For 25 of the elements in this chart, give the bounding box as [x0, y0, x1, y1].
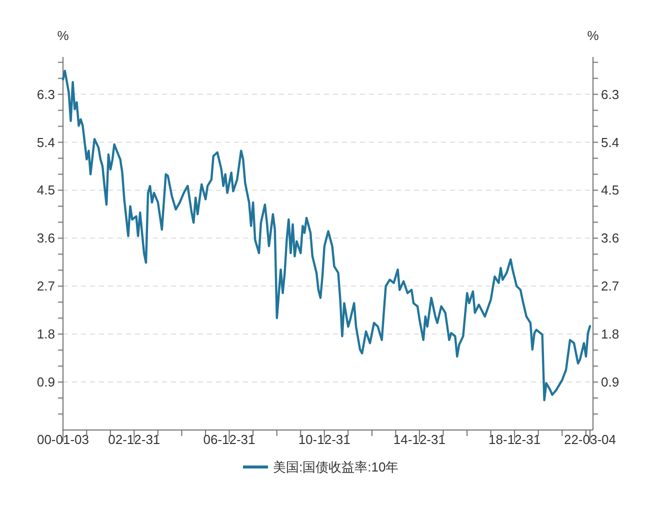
y2-tick-label: 5.4	[601, 134, 620, 150]
y-tick-label: 6.3	[36, 86, 55, 102]
y2-tick-label: 4.5	[601, 182, 620, 198]
x-tick-label: 10-12-31	[298, 432, 350, 447]
y2-tick-label: 1.8	[601, 326, 620, 342]
x-tick-label: 06-12-31	[203, 432, 256, 447]
y2-axis-title: %	[587, 28, 600, 43]
y-tick-label: 0.9	[36, 374, 55, 390]
x-tick-label: 14-12-31	[393, 432, 446, 447]
y2-tick-label: 2.7	[601, 278, 620, 294]
x-tick-label: 00-01-03	[36, 432, 90, 447]
y-tick-label: 2.7	[36, 278, 55, 294]
y2-tick-label: 3.6	[601, 230, 620, 246]
y-tick-label: 3.6	[36, 230, 55, 246]
legend: 美国:国债收益率:10年	[243, 460, 399, 474]
y-tick-label: 1.8	[36, 326, 55, 342]
y-axis-title: %	[57, 28, 70, 43]
y2-tick-label: 0.9	[601, 374, 620, 390]
y-tick-label: 5.4	[36, 134, 55, 150]
y-tick-label: 4.5	[36, 182, 55, 198]
x-tick-label: 18-12-31	[488, 432, 541, 447]
x-tick-label: 02-12-31	[108, 432, 160, 447]
y2-tick-label: 6.3	[601, 86, 620, 102]
legend-label: 美国:国债收益率:10年	[273, 460, 399, 474]
x-tick-label: 22-03-04	[564, 432, 616, 447]
